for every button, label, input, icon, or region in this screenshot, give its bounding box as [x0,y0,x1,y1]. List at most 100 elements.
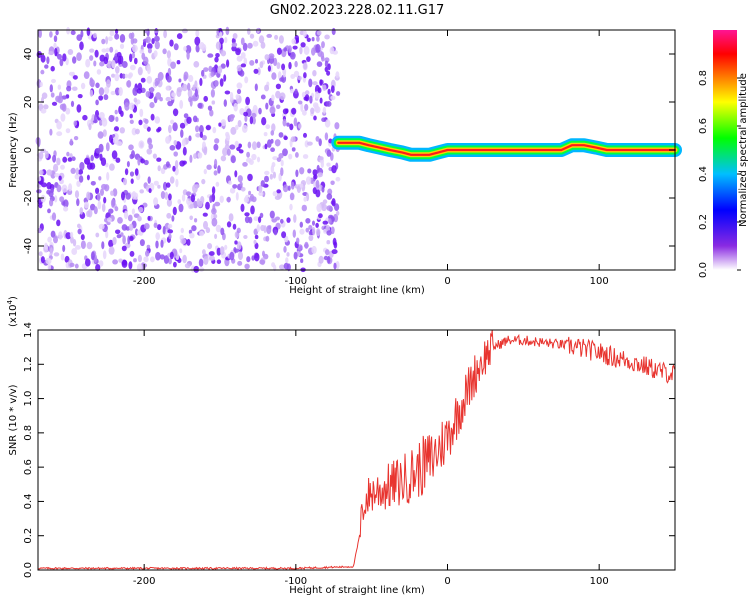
noise-blob [172,108,179,117]
noise-blob [117,217,123,224]
noise-blob [282,184,289,193]
noise-blob [202,212,208,217]
noise-blob [311,47,316,56]
noise-blob [176,60,181,65]
noise-blob [94,49,99,58]
noise-blob [214,80,219,87]
noise-blob [157,71,164,81]
noise-blob [239,108,245,115]
noise-blob [84,201,89,209]
noise-blob [90,251,95,260]
noise-blob [98,87,105,96]
noise-blob [321,203,327,212]
noise-blob [243,57,248,66]
noise-blob [129,250,135,257]
noise-blob [320,160,324,168]
noise-blob [162,225,166,235]
noise-blob [297,100,303,105]
noise-blob [210,89,215,98]
noise-blob [48,51,54,56]
noise-blob [111,150,118,160]
noise-blob [263,225,267,234]
noise-blob [276,252,280,259]
noise-blob [283,246,287,253]
noise-blob [153,50,158,58]
noise-blob [173,43,179,51]
noise-blob [335,261,340,270]
noise-blob [283,135,288,141]
colorbar-gradient [713,30,737,270]
noise-blob [76,52,82,61]
noise-blob [98,176,102,181]
noise-blob [65,107,71,115]
noise-blob [151,38,155,45]
noise-blob [305,227,310,233]
noise-blob [61,103,67,112]
noise-blob [155,92,162,100]
noise-blob [327,188,333,196]
noise-blob [246,151,251,158]
noise-blob [272,156,278,161]
noise-blob [121,259,128,268]
noise-blob [239,181,243,187]
noise-blob [279,77,284,82]
noise-blob [326,70,331,76]
noise-blob [108,246,115,255]
noise-blob [70,100,75,107]
noise-blob [308,234,314,242]
noise-blob [220,119,227,127]
noise-blob [214,158,218,168]
noise-blob [173,261,177,268]
noise-blob [165,161,170,168]
spectrogram-xlabel: Height of straight line (km) [289,285,425,296]
noise-blob [288,45,292,54]
noise-blob [223,74,227,82]
noise-blob [169,145,176,151]
noise-blob [319,79,323,86]
noise-blob [181,138,186,147]
noise-blob [130,64,136,71]
noise-blob [311,226,316,236]
noise-blob [315,189,321,198]
noise-blob [265,102,269,110]
noise-blob [274,34,279,40]
noise-blob [89,48,95,53]
noise-blob [306,56,311,62]
noise-blob [324,132,329,141]
noise-blob [47,236,52,243]
snr-frame [37,329,676,571]
noise-blob [236,88,242,95]
noise-blob [299,221,303,228]
noise-blob [71,156,76,161]
noise-blob [265,124,271,130]
noise-blob [218,122,222,127]
noise-blob [98,223,105,230]
x-tick-label: 0 [444,576,450,587]
noise-blob [215,224,222,233]
noise-blob [175,178,179,188]
noise-blob [99,119,103,126]
noise-blob [80,240,86,249]
noise-blob [276,104,281,110]
noise-blob [54,195,58,203]
noise-blob [260,180,265,187]
noise-blob [66,85,72,92]
noise-blob [304,90,310,96]
noise-blob [229,187,236,194]
noise-blob [253,216,259,222]
noise-blob [172,206,177,216]
noise-blob [215,41,221,50]
noise-blob [112,136,119,145]
noise-blob [207,105,213,111]
noise-blob [115,66,120,74]
noise-blob [116,51,122,58]
noise-blob [78,175,84,183]
noise-texture [35,26,341,273]
noise-blob [212,126,217,134]
noise-blob [62,156,68,163]
noise-blob [301,204,307,212]
noise-blob [95,147,101,154]
noise-blob [115,229,121,235]
noise-blob [50,92,55,98]
noise-blob [189,215,193,221]
